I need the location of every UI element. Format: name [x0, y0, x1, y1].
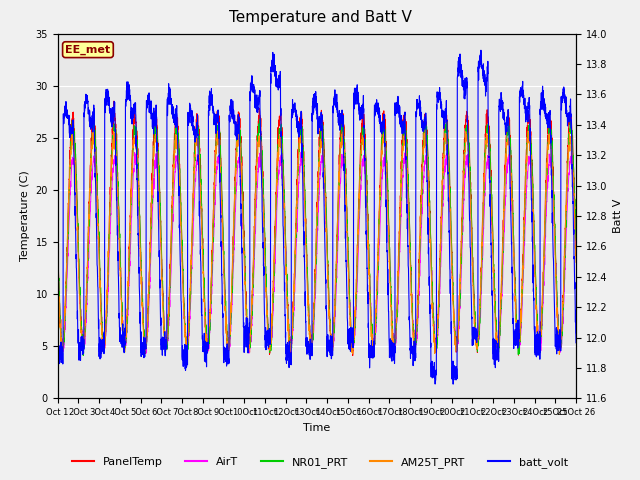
Line: PanelTemp: PanelTemp: [58, 101, 576, 356]
AirT: [198, 242, 206, 248]
Legend: PanelTemp, AirT, NR01_PRT, AM25T_PRT, batt_volt: PanelTemp, AirT, NR01_PRT, AM25T_PRT, ba…: [68, 452, 572, 472]
batt_volt: [572, 340, 580, 346]
AM25T_PRT: [523, 158, 531, 164]
NR01_PRT: [256, 116, 264, 122]
PanelTemp: [54, 244, 61, 250]
Y-axis label: Batt V: Batt V: [613, 199, 623, 233]
AirT: [367, 315, 375, 321]
AirT: [523, 179, 531, 184]
NR01_PRT: [523, 140, 531, 146]
AM25T_PRT: [198, 250, 206, 255]
Line: AirT: AirT: [58, 151, 576, 353]
AM25T_PRT: [572, 250, 580, 256]
PanelTemp: [110, 98, 118, 104]
Line: AM25T_PRT: AM25T_PRT: [58, 128, 576, 354]
NR01_PRT: [54, 241, 61, 247]
AirT: [54, 239, 61, 245]
batt_volt: [376, 114, 384, 120]
NR01_PRT: [198, 228, 206, 234]
PanelTemp: [523, 134, 531, 140]
batt_volt: [198, 336, 206, 342]
Line: NR01_PRT: NR01_PRT: [58, 119, 576, 359]
PanelTemp: [199, 240, 207, 246]
batt_volt: [54, 356, 61, 361]
Y-axis label: Temperature (C): Temperature (C): [20, 170, 30, 262]
AM25T_PRT: [89, 125, 97, 131]
AM25T_PRT: [572, 260, 580, 265]
batt_volt: [367, 343, 375, 348]
PanelTemp: [376, 163, 384, 169]
PanelTemp: [572, 237, 580, 243]
batt_volt: [523, 111, 531, 117]
PanelTemp: [165, 296, 173, 302]
NR01_PRT: [572, 238, 580, 243]
Text: EE_met: EE_met: [65, 45, 111, 55]
NR01_PRT: [165, 317, 173, 323]
batt_volt: [165, 81, 173, 86]
NR01_PRT: [367, 322, 375, 328]
X-axis label: Time: Time: [303, 423, 330, 432]
AirT: [568, 148, 575, 154]
AM25T_PRT: [165, 307, 173, 312]
PanelTemp: [572, 237, 580, 243]
Line: batt_volt: batt_volt: [58, 50, 576, 384]
NR01_PRT: [572, 238, 580, 243]
AM25T_PRT: [54, 263, 61, 269]
batt_volt: [572, 331, 580, 336]
batt_volt: [477, 48, 484, 53]
AM25T_PRT: [367, 334, 375, 339]
AM25T_PRT: [556, 351, 563, 357]
AirT: [572, 251, 580, 256]
AirT: [572, 252, 580, 257]
batt_volt: [449, 381, 457, 387]
AirT: [58, 350, 66, 356]
NR01_PRT: [412, 356, 419, 361]
AirT: [165, 323, 173, 329]
AirT: [376, 219, 384, 225]
Text: Temperature and Batt V: Temperature and Batt V: [228, 10, 412, 24]
PanelTemp: [58, 353, 66, 359]
PanelTemp: [367, 324, 375, 329]
AM25T_PRT: [376, 188, 384, 194]
NR01_PRT: [376, 187, 384, 193]
